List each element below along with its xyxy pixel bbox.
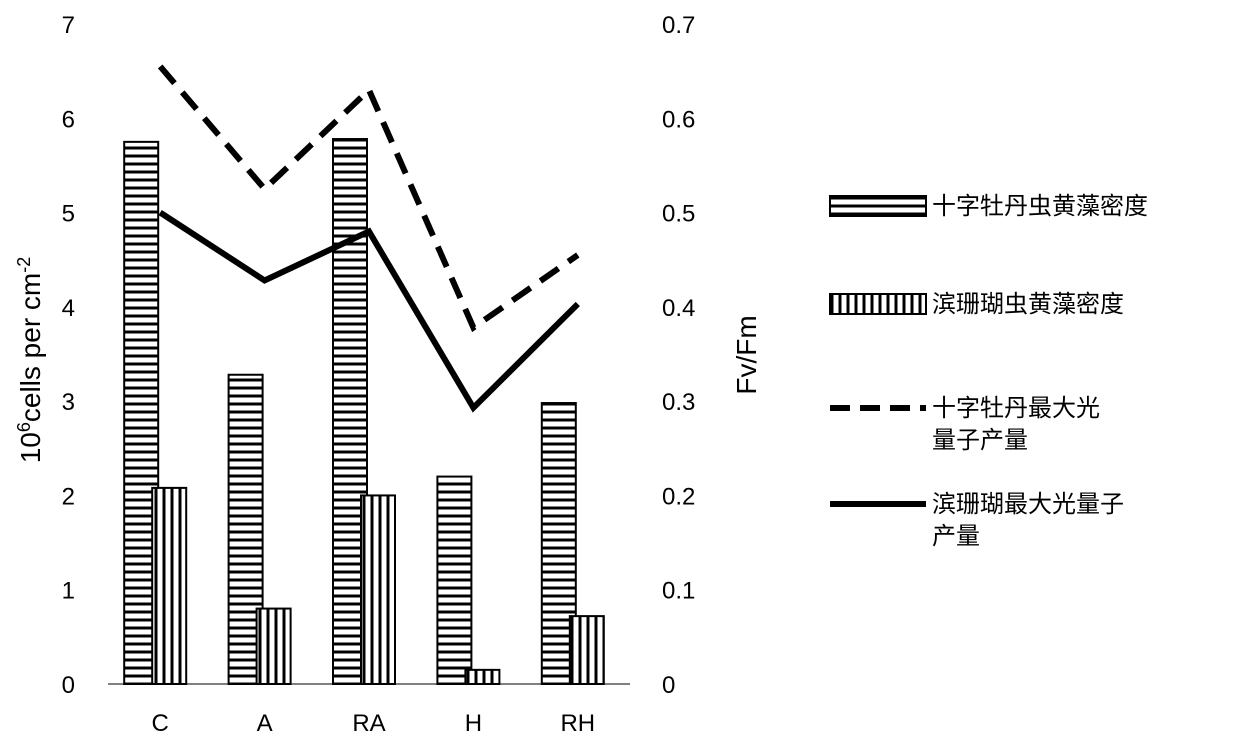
right-tick-label: 0.7 [662,12,695,39]
legend-item-line-dashed: 十字牡丹最大光量子产量 [828,392,1112,456]
right-tick-label: 0.5 [662,201,695,228]
right-tick-label: 0.6 [662,106,695,133]
x-axis-categories: C A RA H RH [152,710,596,737]
right-tick-label: 0.3 [662,389,695,416]
legend: 十字牡丹虫黄藻密度 滨珊瑚虫黄藻密度 十字牡丹最大光量子产量 滨珊瑚最大光量子产… [828,0,1239,749]
left-tick-label: 3 [62,389,75,416]
left-tick-label: 5 [62,201,75,228]
left-tick-label: 0 [62,672,75,699]
legend-swatch-horizontal-hatch [829,195,927,217]
legend-label: 十字牡丹虫黄藻密度 [932,192,1148,220]
bar-vertical-RA [360,494,396,685]
legend-item-bar-horizontal: 十字牡丹虫黄藻密度 [828,190,1232,222]
legend-item-line-solid: 滨珊瑚最大光量子产量 [828,488,1132,552]
left-tick-label: 7 [62,12,75,39]
bar-vertical-C [151,486,188,685]
legend-item-bar-vertical: 滨珊瑚虫黄藻密度 [828,288,1232,320]
bar-horizontal-H [436,475,473,686]
x-tick-label: H [465,710,482,737]
x-tick-label: C [152,710,169,737]
bar-group [123,138,605,686]
legend-label: 滨珊瑚最大光量子产量 [932,490,1124,550]
left-axis-ticks: 0 1 2 3 4 5 6 7 [62,12,75,699]
right-tick-label: 0.2 [662,483,695,510]
right-axis-title: Fv/Fm [731,315,762,394]
left-tick-label: 6 [62,106,75,133]
line-group [157,64,580,413]
right-tick-label: 0.1 [662,578,695,605]
bar-vertical-RH [568,615,605,685]
left-tick-label: 4 [62,295,75,322]
line-solid [158,210,580,413]
left-tick-label: 1 [62,578,75,605]
bar-vertical-A [255,607,292,685]
right-axis-ticks: 0 0.1 0.2 0.3 0.4 0.5 0.6 0.7 [662,12,695,699]
x-tick-label: RA [352,710,385,737]
legend-label: 滨珊瑚虫黄藻密度 [932,290,1124,318]
legend-label: 十字牡丹最大光量子产量 [932,394,1100,454]
left-tick-label: 2 [62,483,75,510]
left-axis-title: 106cells per cm-2 [14,257,46,464]
legend-swatch-vertical-hatch [829,293,927,315]
line-dashed [157,64,580,333]
x-tick-label: A [257,710,273,737]
legend-swatch-dashed-line [830,405,926,411]
legend-swatch-solid-line [830,501,926,507]
right-tick-label: 0.4 [662,295,695,322]
bar-vertical-H [464,668,501,685]
x-tick-label: RH [560,710,595,737]
right-tick-label: 0 [662,672,675,699]
